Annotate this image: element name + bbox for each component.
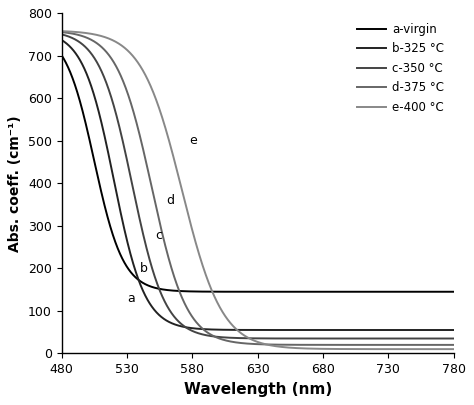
a-virgin [239, 289, 245, 294]
c-350 °C [439, 336, 445, 341]
c-350 °C [451, 336, 456, 341]
d-375 °C [79, 34, 84, 38]
Y-axis label: Abs. coeff. (cm⁻¹): Abs. coeff. (cm⁻¹) [9, 115, 22, 252]
c-350 °C [79, 41, 84, 46]
b-325 °C [439, 328, 445, 333]
e-400 °C [367, 347, 373, 352]
Legend: a-virgin, b-325 °C, c-350 °C, d-375 °C, e-400 °C: a-virgin, b-325 °C, c-350 °C, d-375 °C, … [353, 19, 448, 117]
X-axis label: Wavelength (nm): Wavelength (nm) [183, 382, 332, 396]
a-virgin [439, 289, 445, 294]
Line: e-400 °C: e-400 °C [62, 31, 454, 349]
b-325 °C [249, 328, 255, 333]
e-400 °C [239, 331, 245, 336]
Text: b: b [140, 262, 148, 275]
b-325 °C [79, 61, 84, 66]
c-350 °C [239, 336, 245, 341]
a-virgin [59, 53, 64, 58]
Text: a: a [127, 292, 135, 305]
d-375 °C [439, 343, 445, 347]
c-350 °C [249, 336, 255, 341]
a-virgin [79, 105, 84, 110]
b-325 °C [59, 38, 64, 43]
Line: d-375 °C: d-375 °C [62, 32, 454, 345]
c-350 °C [367, 336, 373, 341]
d-375 °C [367, 343, 373, 347]
Text: c: c [155, 229, 162, 242]
b-325 °C [439, 328, 445, 333]
Text: d: d [166, 194, 174, 207]
d-375 °C [451, 343, 456, 347]
c-350 °C [59, 32, 64, 37]
d-375 °C [249, 341, 255, 346]
a-virgin [439, 289, 445, 294]
b-325 °C [367, 328, 373, 333]
d-375 °C [439, 343, 445, 347]
Line: b-325 °C: b-325 °C [62, 40, 454, 330]
e-400 °C [451, 347, 456, 352]
e-400 °C [439, 347, 445, 352]
a-virgin [367, 289, 373, 294]
e-400 °C [249, 337, 255, 342]
Line: c-350 °C: c-350 °C [62, 34, 454, 339]
d-375 °C [239, 341, 245, 345]
e-400 °C [79, 30, 84, 35]
b-325 °C [451, 328, 456, 333]
d-375 °C [59, 30, 64, 34]
a-virgin [249, 289, 255, 294]
b-325 °C [239, 328, 245, 333]
e-400 °C [59, 29, 64, 34]
Line: a-virgin: a-virgin [62, 55, 454, 292]
a-virgin [451, 289, 456, 294]
e-400 °C [439, 347, 445, 352]
Text: e: e [190, 134, 198, 147]
c-350 °C [439, 336, 445, 341]
